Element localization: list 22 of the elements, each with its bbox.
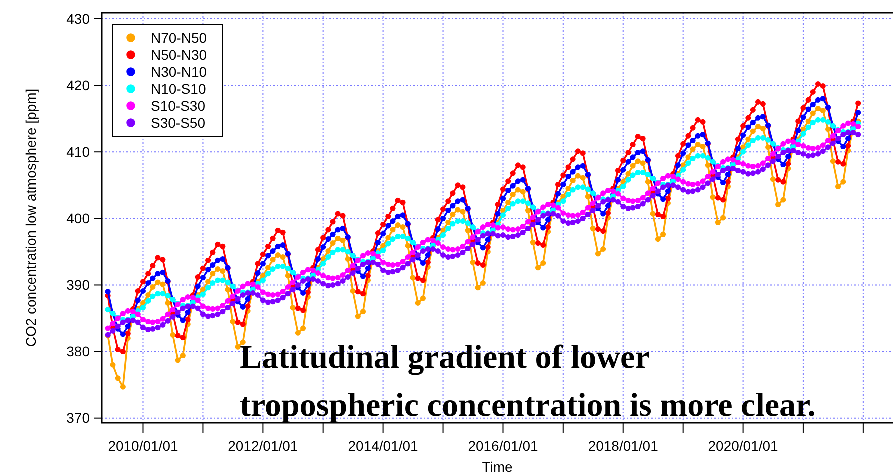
x-tick-label: 2012/01/01 xyxy=(228,438,298,454)
y-tick-label: 380 xyxy=(66,344,90,360)
y-tick-label: 400 xyxy=(66,210,90,227)
legend-label: N50-N30 xyxy=(151,46,208,63)
y-tick-label: 420 xyxy=(66,77,90,94)
legend-label: N70-N50 xyxy=(151,30,208,46)
y-tick-label: 410 xyxy=(66,144,90,160)
x-tick-label: 2018/01/01 xyxy=(588,438,659,454)
x-tick-label: 2016/01/01 xyxy=(468,438,538,454)
x-tick-label: 2020/01/01 xyxy=(708,438,779,454)
legend-label: S30-S50 xyxy=(151,114,206,131)
legend-label: N30-N10 xyxy=(151,64,208,80)
y-axis-title: CO2 concentration low atmosphere [ppm] xyxy=(23,88,39,348)
legend-label: S10-S30 xyxy=(151,98,206,114)
y-tick-label: 370 xyxy=(66,410,90,426)
x-tick-label: 2010/01/01 xyxy=(108,438,178,454)
y-tick-label: 430 xyxy=(66,10,90,27)
legend-label: N10-S10 xyxy=(151,80,206,97)
x-tick-label: 2014/01/01 xyxy=(348,438,419,454)
y-tick-label: 390 xyxy=(66,277,90,294)
x-axis-title: Time xyxy=(482,459,514,475)
annotation: Latitudinal gradient of lower tropospheric concentration is more clear. xyxy=(240,340,816,424)
